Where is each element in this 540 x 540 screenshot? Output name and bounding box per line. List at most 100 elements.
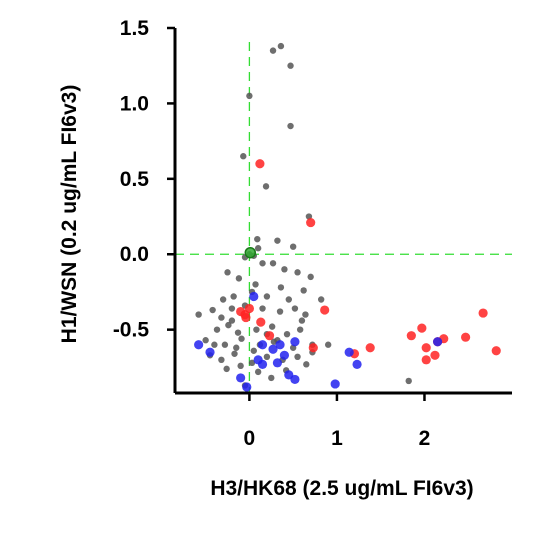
data-point <box>242 382 252 392</box>
data-point <box>233 344 240 351</box>
data-point <box>268 323 276 330</box>
data-point <box>231 350 238 357</box>
data-point <box>317 296 325 303</box>
data-point <box>289 243 297 250</box>
data-point <box>320 305 330 315</box>
data-point <box>461 332 471 342</box>
data-point <box>194 340 204 350</box>
reference-lines <box>175 42 512 393</box>
data-point <box>272 358 283 368</box>
data-point <box>302 311 309 318</box>
data-point <box>330 379 340 389</box>
data-point <box>238 335 245 342</box>
y-tick-label: 0.5 <box>120 168 150 191</box>
data-point <box>253 326 260 333</box>
data-point <box>213 326 221 333</box>
data-point <box>237 362 244 370</box>
data-point <box>244 303 255 314</box>
y-axis-title: H1/WSN (0.2 ug/mL FI6v3) <box>58 85 81 344</box>
data-point <box>406 331 416 341</box>
data-point <box>225 321 232 329</box>
data-point <box>365 343 375 353</box>
data-point <box>218 314 225 321</box>
data-point <box>300 287 307 294</box>
data-point <box>256 317 266 327</box>
x-tick-label: 1 <box>331 427 343 450</box>
data-point <box>421 343 431 353</box>
data-point <box>228 317 236 324</box>
data-point <box>285 296 292 303</box>
data-point <box>279 350 290 360</box>
axes <box>173 28 512 395</box>
data-point <box>218 356 225 364</box>
data-point <box>283 330 291 338</box>
data-point <box>209 306 216 314</box>
data-point <box>254 368 262 376</box>
y-tick-label: 1.0 <box>120 92 149 115</box>
data-point <box>270 338 278 345</box>
data-point <box>276 308 284 315</box>
data-point <box>263 293 271 300</box>
data-point <box>268 374 275 382</box>
y-tick-label: -0.5 <box>113 319 150 342</box>
y-ticks: -0.5 0.0 0.5 1.0 1.5 <box>113 17 175 342</box>
data-point <box>287 62 294 69</box>
data-point <box>224 269 231 276</box>
y-tick-label: 1.5 <box>120 17 150 40</box>
data-point <box>291 305 299 312</box>
data-point <box>248 359 256 367</box>
y-tick-label: 0.0 <box>120 243 149 266</box>
data-point <box>259 260 266 267</box>
data-point <box>324 341 332 348</box>
data-point <box>274 237 281 244</box>
data-point <box>255 159 265 169</box>
data-point <box>296 326 304 333</box>
data-point <box>491 346 501 356</box>
data-point <box>254 245 262 252</box>
data-point <box>244 246 257 259</box>
data-point <box>298 317 306 324</box>
data-point <box>234 329 242 336</box>
data-point <box>249 291 259 302</box>
data-points <box>194 42 501 392</box>
data-point <box>252 281 259 288</box>
data-point <box>352 359 362 369</box>
data-point <box>202 337 209 344</box>
data-point <box>223 365 230 373</box>
data-point <box>254 235 261 243</box>
data-point <box>250 347 257 354</box>
x-axis-title: H3/HK68 (2.5 ug/mL FI6v3) <box>210 477 473 500</box>
data-point <box>294 353 301 361</box>
data-point <box>405 377 412 385</box>
data-point <box>262 183 270 190</box>
data-point <box>246 92 253 100</box>
data-point <box>294 269 301 276</box>
data-point <box>307 273 314 281</box>
data-point <box>290 337 300 347</box>
data-point <box>228 305 236 312</box>
data-point <box>432 337 443 347</box>
data-point <box>205 347 215 357</box>
data-point <box>259 305 266 312</box>
data-point <box>275 340 285 350</box>
data-point <box>277 284 285 291</box>
data-point <box>257 340 268 350</box>
x-ticks: 0 1 2 <box>244 393 431 450</box>
data-point <box>303 361 310 368</box>
x-tick-label: 2 <box>419 427 431 450</box>
data-point <box>421 355 431 365</box>
data-point <box>417 323 427 333</box>
data-point <box>478 308 488 318</box>
data-point <box>263 353 271 361</box>
data-point <box>430 350 440 360</box>
data-point <box>195 311 202 318</box>
data-point <box>269 260 277 267</box>
data-point <box>219 296 227 303</box>
data-point <box>264 331 275 341</box>
data-point <box>287 122 294 130</box>
data-point <box>230 293 237 300</box>
data-point <box>211 341 218 348</box>
data-point <box>269 47 277 54</box>
x-tick-label: 0 <box>244 427 256 450</box>
